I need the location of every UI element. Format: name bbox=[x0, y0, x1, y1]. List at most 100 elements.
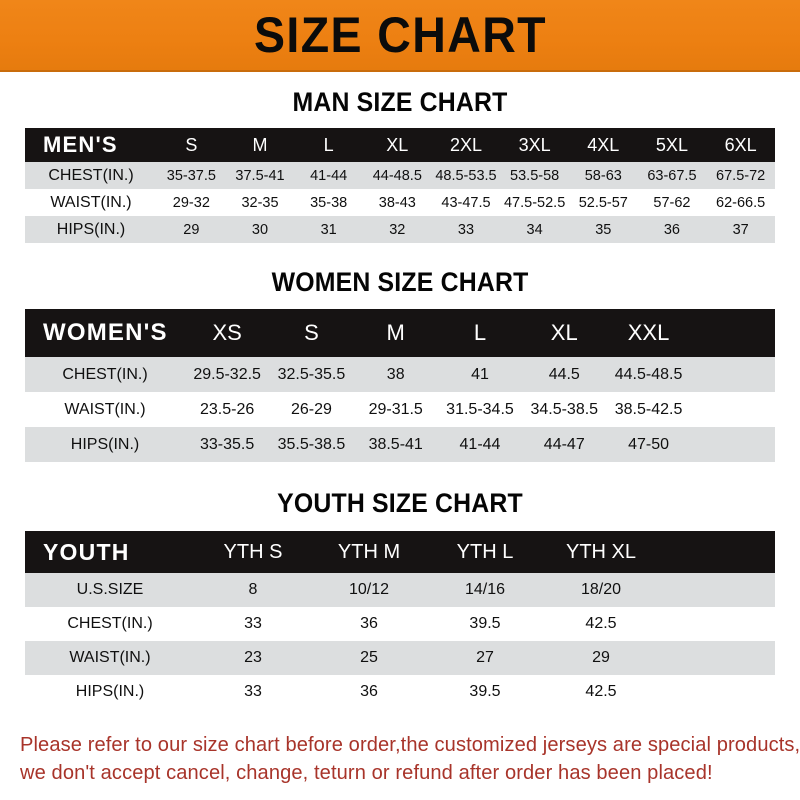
youth-size-table-wrap: YOUTH YTH S YTH M YTH L YTH XL U.S.SIZE 8 10/1… bbox=[25, 531, 775, 709]
man-cell: 35 bbox=[595, 221, 612, 238]
man-cell: 29 bbox=[183, 221, 200, 238]
women-size-header: L bbox=[473, 320, 487, 345]
women-size-table-wrap: WOMEN'S XS S M L XL XXL CHEST(IN.) 29.5-32.5 32.… bbox=[25, 309, 775, 462]
man-section-title: MAN SIZE CHART bbox=[292, 87, 508, 117]
man-cell: 29-32 bbox=[172, 194, 210, 211]
youth-cell: 8 bbox=[248, 581, 258, 598]
youth-cell: 23 bbox=[244, 649, 262, 666]
youth-row-label: CHEST(IN.) bbox=[67, 615, 153, 632]
youth-cell: 18/20 bbox=[580, 581, 622, 598]
women-cell: 35.5-38.5 bbox=[277, 435, 346, 453]
women-cell: 29.5-32.5 bbox=[193, 365, 261, 383]
women-size-header: XL bbox=[550, 320, 578, 345]
youth-table-row: HIPS(IN.) 33 36 39.5 42.5 bbox=[25, 675, 775, 709]
women-cell: 32.5-35.5 bbox=[277, 365, 346, 383]
man-cell: 41-44 bbox=[310, 167, 348, 184]
man-cell: 33 bbox=[457, 221, 475, 238]
youth-table-body: U.S.SIZE 8 10/12 14/16 18/20 CHEST(IN.) 33 36 39… bbox=[25, 573, 775, 709]
women-table-row: CHEST(IN.) 29.5-32.5 32.5-35.5 38 41 44.5 44.5… bbox=[25, 357, 775, 392]
man-cell: 58-63 bbox=[584, 167, 622, 184]
man-size-header: 2XL bbox=[449, 134, 482, 155]
man-cell: 44-48.5 bbox=[372, 167, 422, 184]
women-cell: 26-29 bbox=[290, 400, 332, 418]
man-cell: 32-35 bbox=[241, 194, 279, 211]
women-cell: 38.5-41 bbox=[368, 435, 423, 453]
youth-cell: 10/12 bbox=[348, 581, 390, 598]
man-size-header: 3XL bbox=[518, 134, 551, 155]
women-row-label: HIPS(IN.) bbox=[70, 435, 140, 453]
youth-row-label: WAIST(IN.) bbox=[69, 649, 151, 666]
youth-corner-label: YOUTH bbox=[43, 538, 130, 565]
man-cell: 53.5-58 bbox=[510, 167, 560, 184]
youth-cell: 27 bbox=[476, 649, 494, 666]
man-table-row: HIPS(IN.) 29 30 31 32 33 34 35 36 37 bbox=[25, 216, 775, 243]
youth-header-row: YOUTH YTH S YTH M YTH L YTH XL bbox=[25, 531, 775, 573]
women-row-label: WAIST(IN.) bbox=[64, 400, 146, 418]
women-cell: 44.5 bbox=[548, 365, 580, 383]
footer-notice: Please refer to our size chart before or… bbox=[20, 731, 800, 787]
man-cell: 57-62 bbox=[653, 194, 691, 211]
women-table-row: WAIST(IN.) 23.5-26 26-29 29-31.5 31.5-34.5 34… bbox=[25, 392, 775, 427]
women-cell: 41-44 bbox=[459, 435, 501, 453]
women-cell: 31.5-34.5 bbox=[446, 400, 514, 418]
man-cell: 34 bbox=[526, 221, 543, 238]
youth-cell: 42.5 bbox=[585, 615, 617, 632]
youth-cell: 42.5 bbox=[585, 683, 617, 700]
man-cell: 37.5-41 bbox=[235, 167, 285, 184]
man-cell: 63-67.5 bbox=[647, 167, 697, 184]
man-table-body: CHEST(IN.) 35-37.5 37.5-41 41-44 44-48.5 48.5… bbox=[25, 162, 775, 243]
women-size-table: WOMEN'S XS S M L XL XXL CHEST(IN.) 29.5-32.5 32.… bbox=[25, 309, 775, 462]
youth-size-header bbox=[659, 531, 775, 573]
man-cell: 37 bbox=[732, 221, 749, 238]
women-size-header: S bbox=[304, 320, 319, 345]
youth-size-header: YTH L bbox=[456, 540, 514, 563]
youth-cell: 39.5 bbox=[469, 683, 501, 700]
man-row-label: WAIST(IN.) bbox=[50, 193, 132, 211]
man-cell: 38-43 bbox=[378, 194, 416, 211]
man-corner-label: MEN'S bbox=[43, 132, 118, 157]
man-cell: 62-66.5 bbox=[716, 194, 766, 211]
man-cell: 35-37.5 bbox=[166, 167, 216, 184]
women-table-row: HIPS(IN.) 33-35.5 35.5-38.5 38.5-41 41-44 44-… bbox=[25, 427, 775, 462]
footer-notice-line-2: we don't accept cancel, change, teturn o… bbox=[20, 761, 713, 784]
man-row-label: HIPS(IN.) bbox=[56, 220, 126, 238]
man-cell: 36 bbox=[663, 221, 680, 238]
man-size-header: XL bbox=[386, 134, 409, 155]
man-cell: 32 bbox=[389, 221, 406, 238]
man-size-header: S bbox=[185, 134, 198, 155]
man-cell: 67.5-72 bbox=[716, 167, 766, 184]
women-cell: 47-50 bbox=[628, 435, 669, 453]
man-table-row: CHEST(IN.) 35-37.5 37.5-41 41-44 44-48.5 48.5… bbox=[25, 162, 775, 189]
youth-cell bbox=[659, 675, 775, 709]
women-corner-label: WOMEN'S bbox=[43, 319, 168, 346]
women-cell bbox=[691, 427, 775, 462]
man-cell: 52.5-57 bbox=[578, 194, 628, 211]
women-section-title: WOMEN SIZE CHART bbox=[271, 267, 529, 297]
man-table-row: WAIST(IN.) 29-32 32-35 35-38 38-43 43-47.5 47.… bbox=[25, 189, 775, 216]
youth-table-row: U.S.SIZE 8 10/12 14/16 18/20 bbox=[25, 573, 775, 607]
youth-cell: 33 bbox=[244, 683, 262, 700]
page-banner: SIZE CHART bbox=[0, 0, 800, 72]
youth-table-head: YOUTH YTH S YTH M YTH L YTH XL bbox=[25, 531, 775, 573]
youth-size-header: YTH XL bbox=[565, 540, 637, 563]
youth-row-label: HIPS(IN.) bbox=[75, 683, 145, 700]
youth-cell: 39.5 bbox=[469, 615, 501, 632]
women-cell bbox=[691, 392, 775, 427]
man-size-header: M bbox=[252, 134, 268, 155]
youth-size-header: YTH M bbox=[337, 540, 401, 563]
women-cell: 38 bbox=[386, 365, 405, 383]
man-cell: 48.5-53.5 bbox=[435, 167, 497, 184]
man-size-table: MEN'S S M L XL 2XL 3XL 4XL 5XL 6XL CHEST(IN.) 35-3… bbox=[25, 128, 775, 243]
women-row-label: CHEST(IN.) bbox=[62, 365, 148, 383]
man-cell: 31 bbox=[320, 221, 337, 238]
youth-cell: 25 bbox=[360, 649, 378, 666]
women-size-header: XXL bbox=[627, 320, 670, 345]
women-cell bbox=[691, 357, 775, 392]
youth-row-label: U.S.SIZE bbox=[76, 581, 144, 598]
women-header-row: WOMEN'S XS S M L XL XXL bbox=[25, 309, 775, 357]
youth-cell: 14/16 bbox=[464, 581, 506, 598]
youth-section-title: YOUTH SIZE CHART bbox=[277, 488, 523, 518]
footer-notice-line-1: Please refer to our size chart before or… bbox=[20, 733, 800, 756]
women-cell: 41 bbox=[471, 365, 489, 383]
page-title: SIZE CHART bbox=[253, 7, 547, 63]
